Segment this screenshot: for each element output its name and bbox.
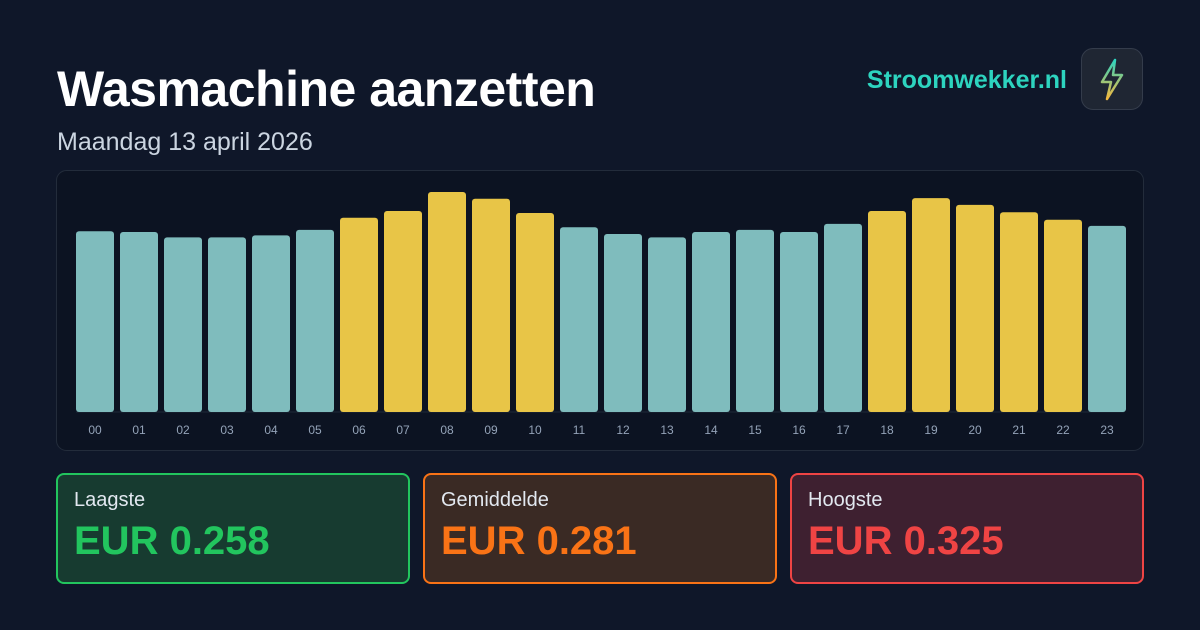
brand-icon: [1081, 48, 1143, 110]
x-tick-label: 21: [1012, 423, 1026, 437]
subtitle: Maandag 13 april 2026: [57, 128, 313, 156]
stat-card: Laagste EUR 0.258: [56, 473, 410, 584]
bar: [1044, 219, 1082, 412]
x-tick-label: 15: [748, 423, 762, 437]
x-tick-label: 03: [220, 423, 234, 437]
bar: [604, 233, 642, 412]
stat-label: Gemiddelde: [441, 489, 549, 511]
stat-value: EUR 0.258: [74, 519, 270, 563]
bar: [824, 223, 862, 412]
x-tick-label: 12: [616, 423, 630, 437]
stat-label: Laagste: [74, 489, 146, 511]
bar: [428, 192, 466, 412]
bar: [1088, 225, 1126, 412]
bar: [472, 198, 510, 412]
bar: [164, 237, 202, 412]
bar: [648, 237, 686, 412]
x-tick-label: 19: [924, 423, 938, 437]
stat-value: EUR 0.325: [808, 519, 1004, 563]
bar: [1000, 212, 1038, 412]
x-tick-label: 20: [968, 423, 982, 437]
x-tick-label: 00: [88, 423, 102, 437]
bar: [384, 210, 422, 412]
stat-card: Gemiddelde EUR 0.281: [423, 473, 777, 584]
x-tick-label: 02: [176, 423, 190, 437]
chart: 00 01 02 03 04 05 06 07 08 09 10 11 12 13 14 15 16 17 18 19…: [56, 170, 1144, 451]
bar: [912, 198, 950, 412]
bar: [560, 227, 598, 412]
bar: [780, 231, 818, 412]
bar: [692, 231, 730, 412]
title: Wasmachine aanzetten: [57, 61, 596, 117]
x-tick-label: 22: [1056, 423, 1070, 437]
bolt-icon: [1100, 58, 1124, 101]
x-tick-label: 10: [528, 423, 542, 437]
x-tick-label: 14: [704, 423, 718, 437]
x-tick-label: 04: [264, 423, 278, 437]
x-tick-label: 17: [836, 423, 850, 437]
bar: [208, 237, 246, 412]
x-tick-label: 11: [573, 423, 586, 437]
bar: [736, 229, 774, 412]
x-tick-label: 18: [880, 423, 894, 437]
stat-value: EUR 0.281: [441, 519, 637, 563]
x-tick-label: 01: [132, 423, 146, 437]
stat-label: Hoogste: [808, 489, 883, 511]
bar: [516, 212, 554, 412]
x-tick-label: 08: [440, 423, 454, 437]
x-tick-label: 23: [1100, 423, 1114, 437]
brand[interactable]: Stroomwekker.nl: [866, 66, 1067, 94]
x-tick-label: 09: [484, 423, 498, 437]
stat-card: Hoogste EUR 0.325: [790, 473, 1144, 584]
x-tick-label: 13: [660, 423, 674, 437]
bar: [120, 231, 158, 412]
x-tick-label: 06: [352, 423, 366, 437]
bar: [956, 204, 994, 412]
bar: [296, 229, 334, 412]
bar: [340, 217, 378, 412]
x-tick-label: 05: [308, 423, 322, 437]
x-tick-label: 07: [396, 423, 410, 437]
bar: [868, 210, 906, 412]
x-tick-label: 16: [792, 423, 806, 437]
bar: [252, 235, 290, 412]
bar: [76, 231, 114, 412]
